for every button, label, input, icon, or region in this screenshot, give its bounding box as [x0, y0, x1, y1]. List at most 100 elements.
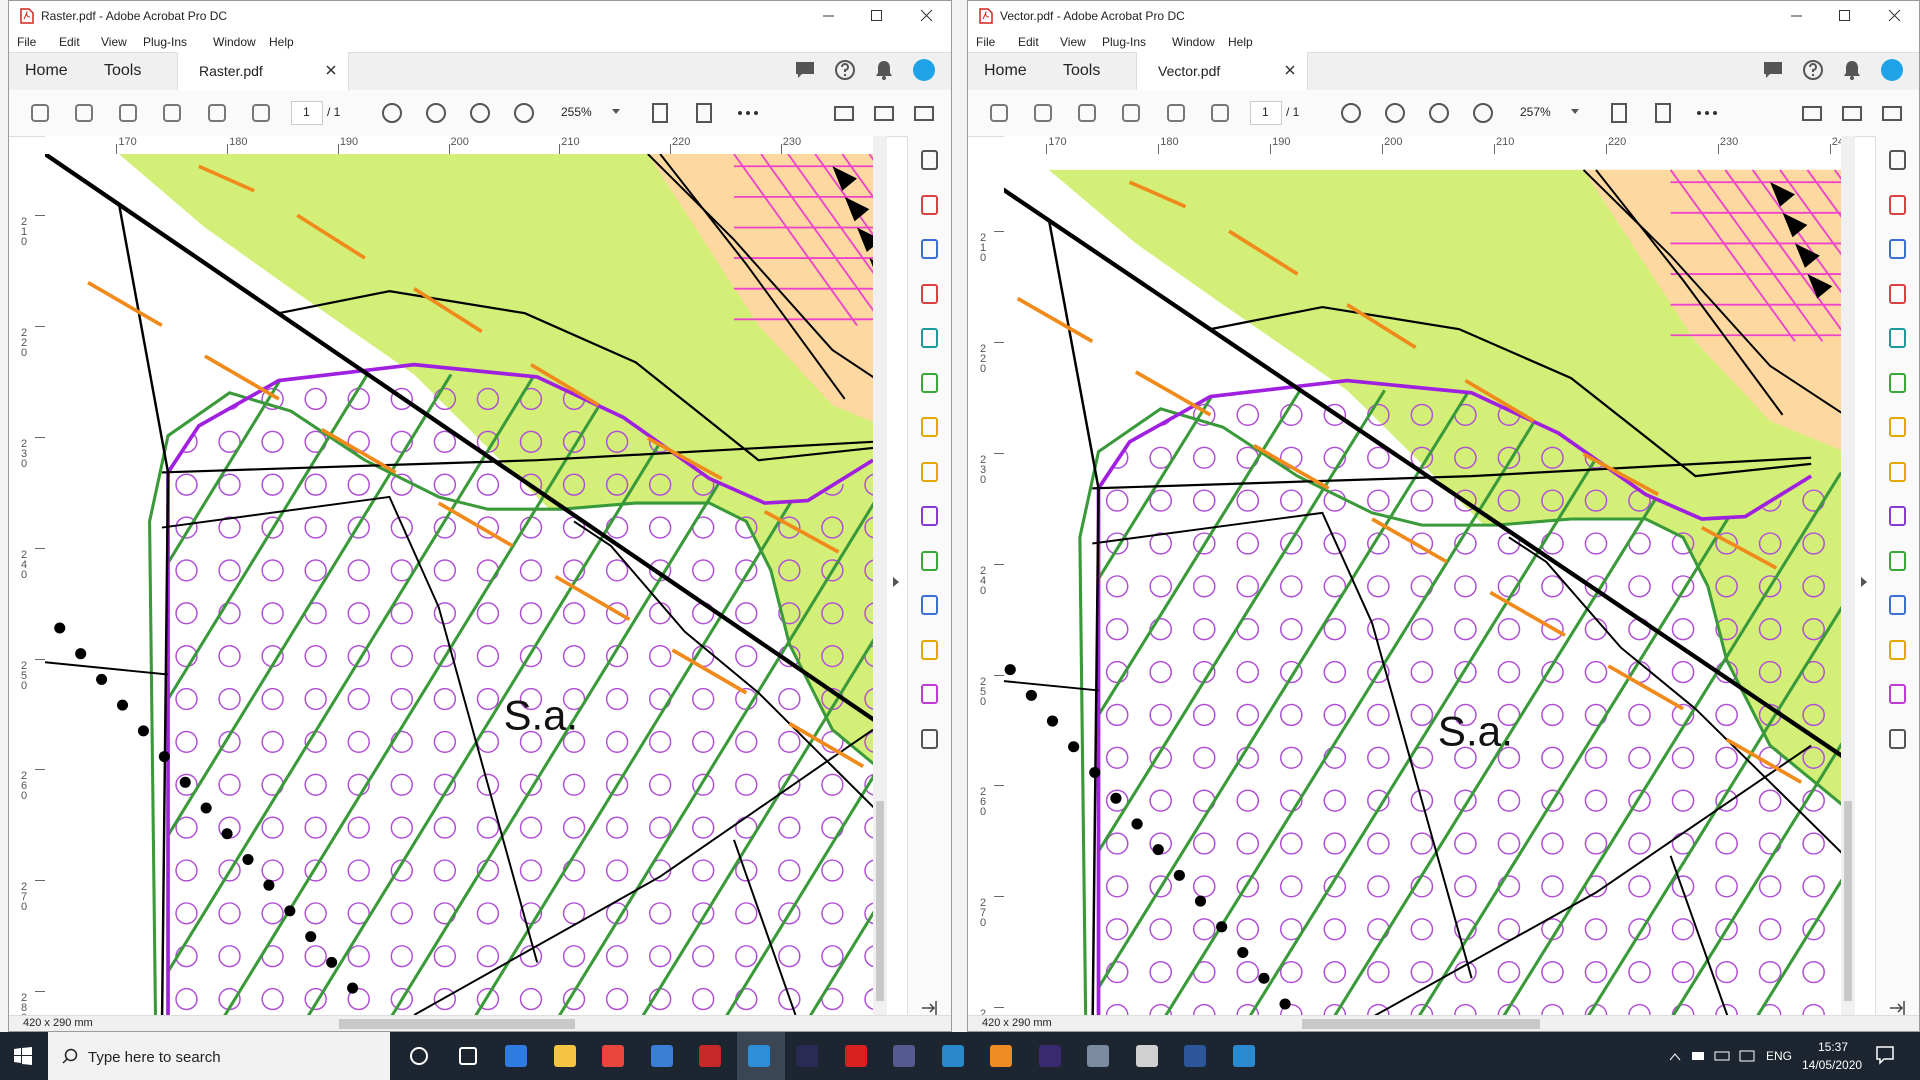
help-icon[interactable] [835, 60, 855, 80]
print-icon[interactable] [117, 102, 139, 124]
next-page-icon[interactable] [1209, 102, 1231, 124]
search-icon[interactable] [1120, 102, 1142, 124]
taskbar-app[interactable] [1135, 1044, 1159, 1068]
hand-icon[interactable] [425, 102, 447, 124]
taskbar-app[interactable] [892, 1044, 916, 1068]
zoom-dropdown[interactable] [1571, 109, 1579, 114]
tool-icon[interactable] [1888, 372, 1908, 393]
page-fit-icon[interactable] [693, 102, 715, 124]
tool-icon[interactable] [1888, 283, 1908, 304]
panel-arrow[interactable] [893, 577, 899, 587]
collapse-icon[interactable] [922, 1001, 938, 1015]
link-icon[interactable] [1801, 102, 1823, 124]
collapse-icon[interactable] [1890, 1001, 1906, 1015]
zoom-out-icon[interactable] [1428, 102, 1450, 124]
bell-icon[interactable] [1843, 60, 1861, 80]
v-scrollbar[interactable] [873, 136, 887, 1015]
profile-icon[interactable] [1881, 59, 1903, 81]
select-icon[interactable] [381, 102, 403, 124]
menu-item[interactable]: Plug-Ins [1102, 35, 1147, 49]
fit-icon[interactable] [1608, 102, 1630, 124]
comment-icon[interactable] [795, 61, 815, 79]
clock-time[interactable]: 15:37 [1818, 1040, 1849, 1054]
menu-item[interactable]: File [17, 35, 37, 49]
tool-icon[interactable] [1888, 728, 1908, 749]
menu-item[interactable]: Edit [59, 35, 80, 49]
taskbar-app[interactable] [601, 1044, 625, 1068]
taskbar-app[interactable] [747, 1044, 771, 1068]
zoom-value[interactable]: 257% [1520, 105, 1551, 119]
save-icon[interactable] [29, 102, 51, 124]
profile-icon[interactable] [913, 59, 935, 81]
close-button[interactable] [920, 9, 933, 22]
minimize-button[interactable] [1791, 15, 1803, 17]
page-input[interactable] [291, 101, 323, 125]
search-icon[interactable] [161, 102, 183, 124]
tool-icon[interactable] [920, 150, 940, 170]
taskbar-app[interactable] [1232, 1044, 1256, 1068]
tool-icon[interactable] [1888, 150, 1908, 170]
v-scroll-thumb[interactable] [876, 801, 884, 1001]
taskbar-app[interactable] [456, 1044, 480, 1068]
v-scrollbar[interactable] [1841, 136, 1855, 1015]
tool-icon[interactable] [920, 328, 940, 348]
tab-close[interactable] [1285, 65, 1295, 75]
page-fit-icon[interactable] [1652, 102, 1674, 124]
menu-item[interactable]: Help [269, 35, 294, 49]
active-tab[interactable] [1136, 52, 1308, 90]
tool-icon[interactable] [920, 461, 940, 482]
language[interactable]: ENG [1766, 1049, 1793, 1063]
comment-icon[interactable] [1763, 61, 1783, 79]
tool-icon[interactable] [920, 372, 940, 393]
tool-icon[interactable] [1888, 461, 1908, 482]
tab-document[interactable]: Vector.pdf [1158, 63, 1221, 79]
h-scroll-thumb[interactable] [1301, 1019, 1540, 1029]
close-button[interactable] [1888, 9, 1901, 22]
zoom-dropdown[interactable] [612, 109, 620, 114]
mail-icon[interactable] [1841, 102, 1863, 124]
upload-icon[interactable] [1032, 102, 1054, 124]
active-tab[interactable] [177, 52, 349, 90]
taskbar-app[interactable] [795, 1044, 819, 1068]
menu-item[interactable]: Edit [1018, 35, 1039, 49]
start-button[interactable] [14, 1047, 32, 1065]
panel-arrow[interactable] [1861, 577, 1867, 587]
taskbar-app[interactable] [941, 1044, 965, 1068]
taskbar-app[interactable] [407, 1044, 431, 1068]
tool-icon[interactable] [1888, 194, 1908, 215]
notification-icon[interactable] [1876, 1046, 1894, 1065]
menu-item[interactable]: Window [1172, 35, 1215, 49]
taskbar-app[interactable] [553, 1044, 577, 1068]
taskbar-app[interactable] [989, 1044, 1013, 1068]
search-box[interactable] [48, 1032, 390, 1080]
tool-icon[interactable] [920, 684, 940, 704]
prev-page-icon[interactable] [1165, 102, 1187, 124]
menu-item[interactable]: Help [1228, 35, 1253, 49]
zoom-value[interactable]: 255% [561, 105, 592, 119]
taskbar-app[interactable] [1038, 1044, 1062, 1068]
maximize-button[interactable] [871, 10, 883, 22]
clock-date[interactable]: 14/05/2020 [1802, 1058, 1863, 1072]
tool-icon[interactable] [920, 194, 940, 215]
minimize-button[interactable] [823, 15, 835, 17]
next-page-icon[interactable] [250, 102, 272, 124]
tab-tools[interactable]: Tools [1063, 62, 1101, 79]
tool-icon[interactable] [920, 595, 940, 615]
tool-icon[interactable] [1888, 239, 1908, 259]
tool-icon[interactable] [1888, 550, 1908, 571]
tool-icon[interactable] [1888, 417, 1908, 437]
tray-icons[interactable] [1669, 1050, 1760, 1062]
mail-icon[interactable] [873, 102, 895, 124]
taskbar-app[interactable] [698, 1044, 722, 1068]
v-scroll-thumb[interactable] [1844, 801, 1852, 1001]
zoom-in-icon[interactable] [513, 102, 535, 124]
tab-home[interactable]: Home [25, 62, 68, 79]
tab-home[interactable]: Home [984, 62, 1027, 79]
save-icon[interactable] [988, 102, 1010, 124]
menu-item[interactable]: View [1060, 35, 1086, 49]
tab-document[interactable]: Raster.pdf [199, 63, 263, 79]
tool-icon[interactable] [1888, 684, 1908, 704]
share-icon[interactable] [913, 102, 935, 124]
bell-icon[interactable] [875, 60, 893, 80]
map-view[interactable]: S.a. [45, 154, 873, 1015]
